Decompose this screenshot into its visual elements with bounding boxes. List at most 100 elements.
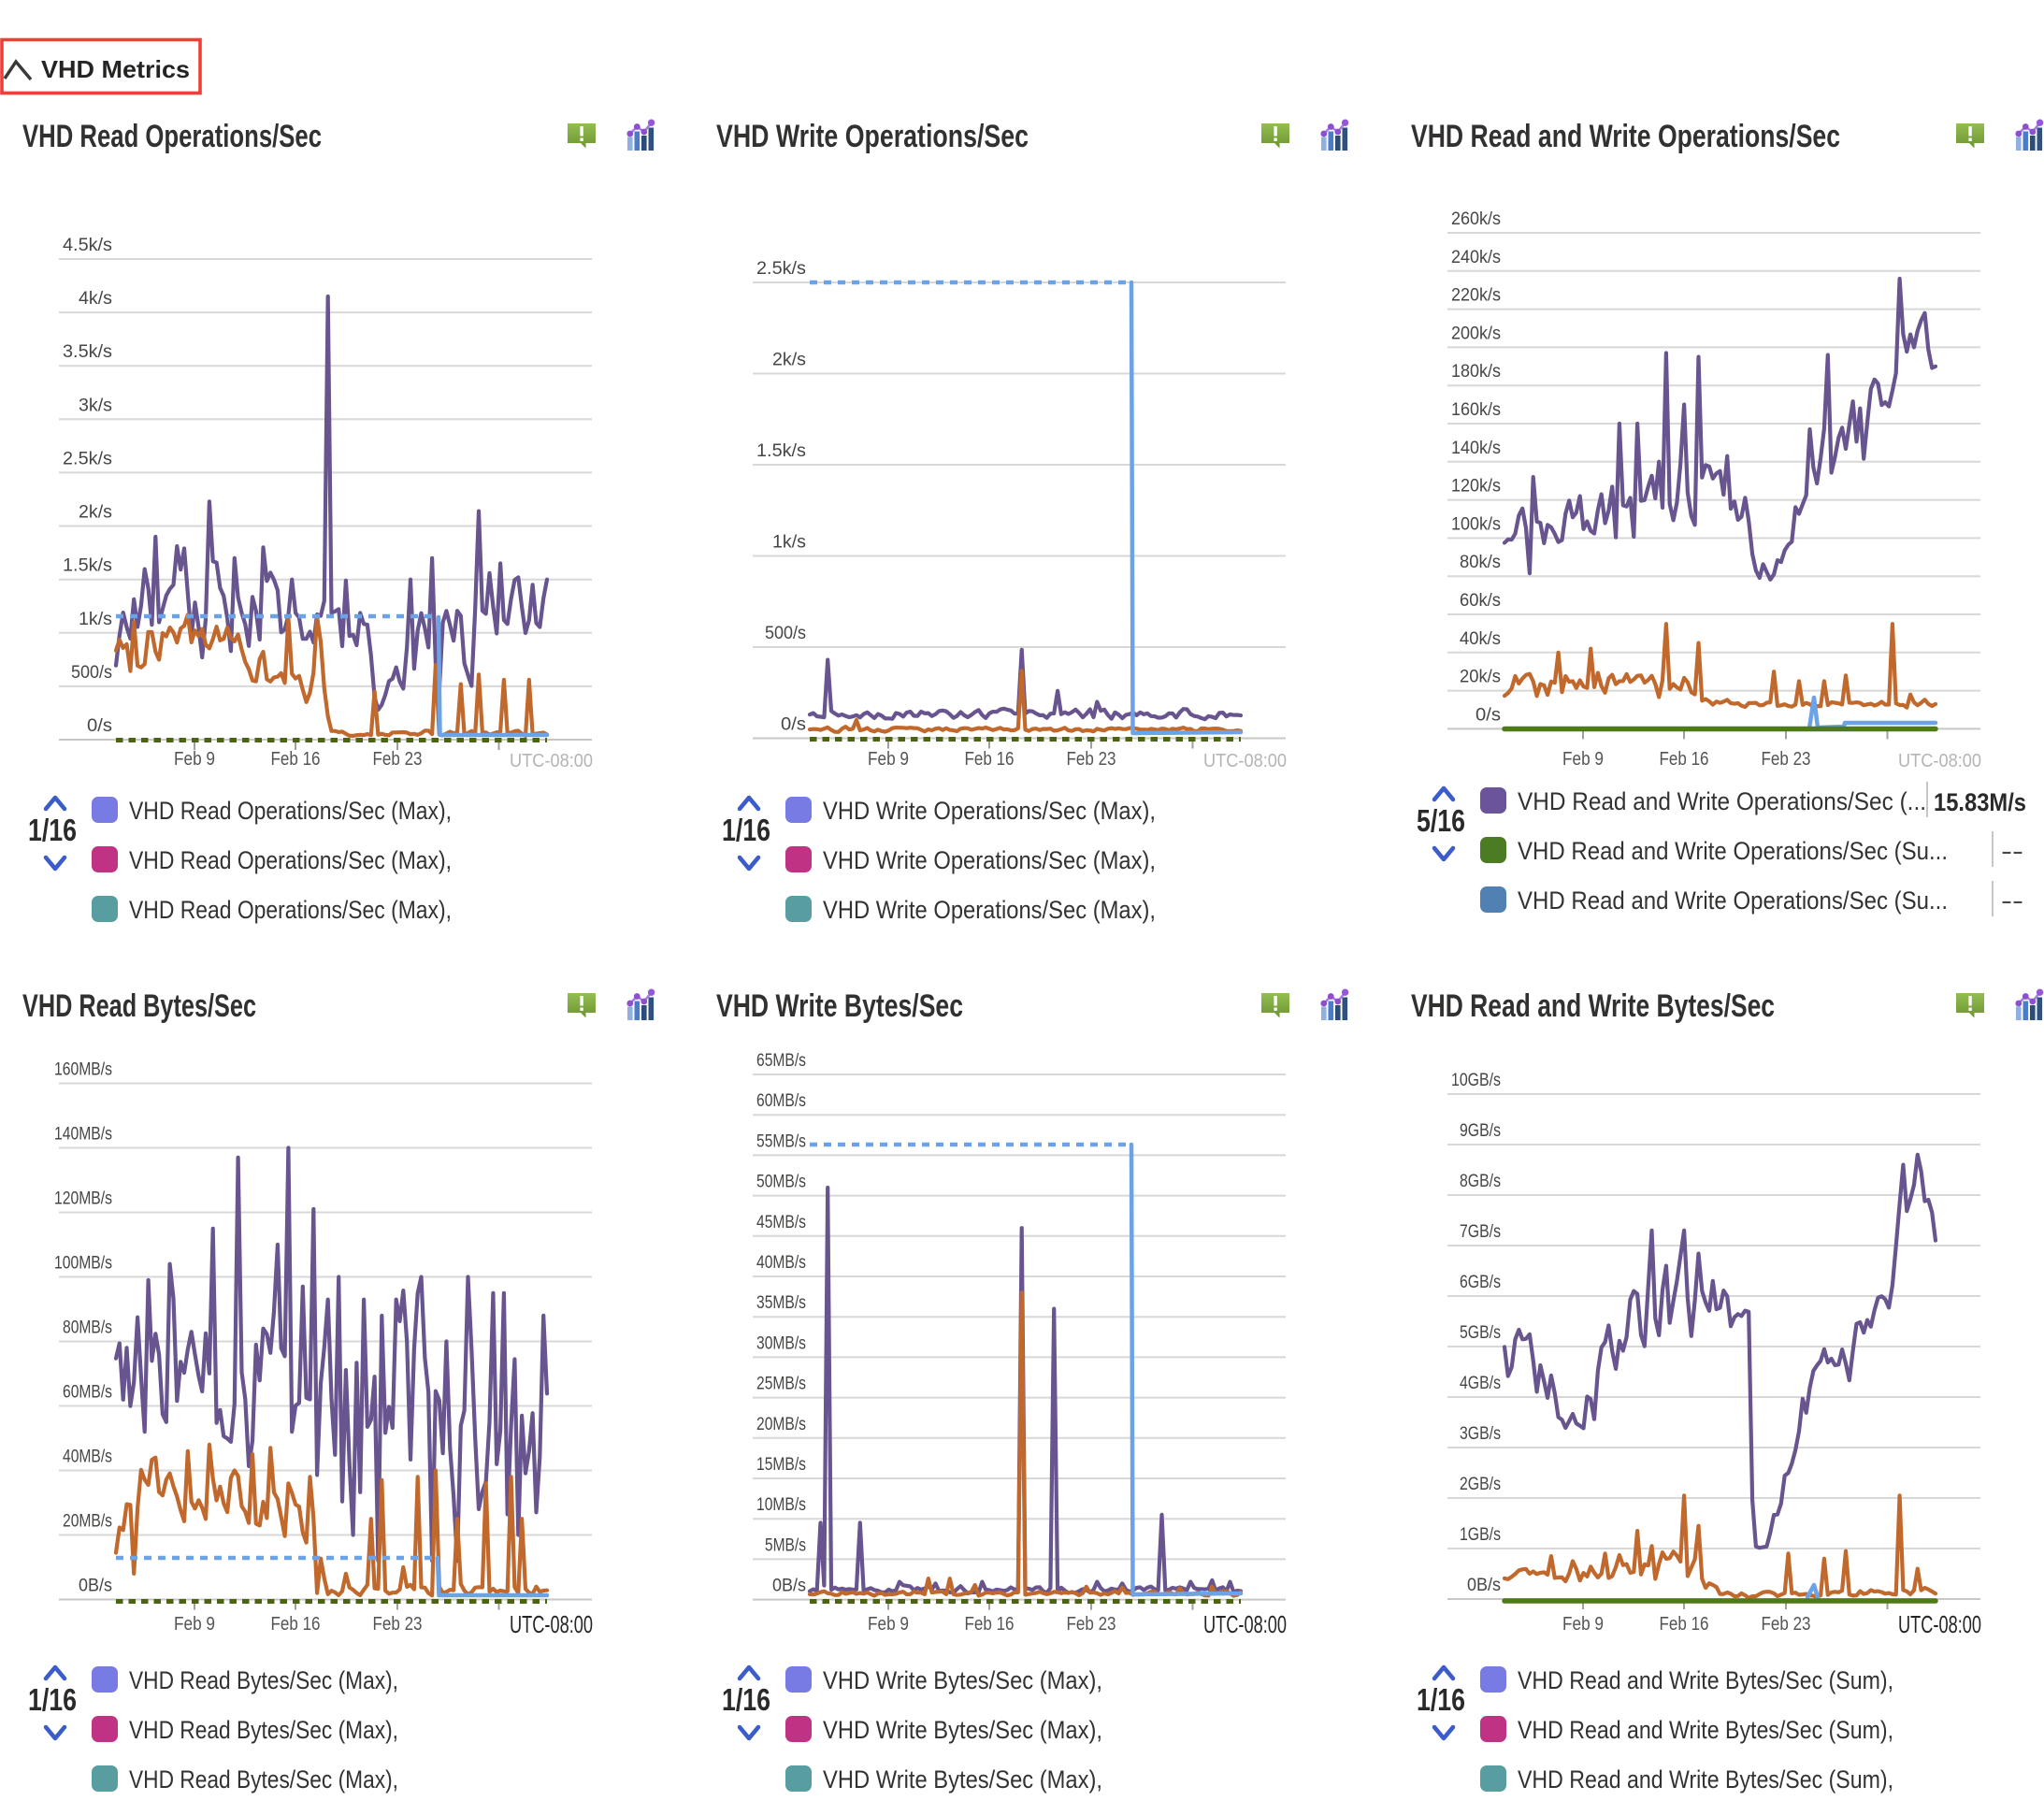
svg-text:7GB/s: 7GB/s	[1460, 1222, 1501, 1242]
svg-text:4k/s: 4k/s	[79, 289, 112, 309]
svg-text:1k/s: 1k/s	[772, 533, 806, 553]
svg-text:15.83M/s: 15.83M/s	[1934, 788, 2026, 816]
svg-text:60MB/s: 60MB/s	[63, 1383, 112, 1403]
svg-text:0B/s: 0B/s	[1467, 1576, 1501, 1595]
svg-text:Feb 9: Feb 9	[868, 749, 909, 770]
svg-text:5GB/s: 5GB/s	[1460, 1323, 1501, 1343]
svg-text:160k/s: 160k/s	[1451, 400, 1501, 420]
svg-text:500/s: 500/s	[765, 624, 806, 643]
svg-text:UTC-08:00: UTC-08:00	[510, 1610, 593, 1638]
svg-text:3.5k/s: 3.5k/s	[63, 342, 112, 362]
svg-text:1/16: 1/16	[722, 813, 770, 847]
svg-text:VHD Write Bytes/Sec: VHD Write Bytes/Sec	[716, 988, 963, 1024]
svg-text:1/16: 1/16	[28, 1682, 77, 1717]
svg-text:0/s: 0/s	[1475, 705, 1501, 725]
svg-text:Feb 16: Feb 16	[965, 1614, 1015, 1635]
svg-text:8GB/s: 8GB/s	[1460, 1172, 1501, 1191]
svg-text:Feb 9: Feb 9	[174, 749, 215, 770]
svg-text:20MB/s: 20MB/s	[756, 1415, 806, 1434]
svg-text:Feb 16: Feb 16	[271, 749, 321, 770]
svg-text:VHD Read and Write Bytes/Sec (: VHD Read and Write Bytes/Sec (Sum),	[1518, 1765, 1893, 1794]
svg-text:120k/s: 120k/s	[1451, 477, 1501, 497]
svg-text:Feb 16: Feb 16	[1660, 1614, 1709, 1635]
svg-text:60k/s: 60k/s	[1460, 591, 1501, 611]
svg-text:Feb 23: Feb 23	[1762, 1614, 1811, 1635]
svg-text:0B/s: 0B/s	[79, 1577, 112, 1596]
svg-text:VHD Read Operations/Sec (Max),: VHD Read Operations/Sec (Max),	[129, 896, 452, 924]
svg-text:500/s: 500/s	[71, 663, 112, 683]
svg-text:VHD Read Operations/Sec: VHD Read Operations/Sec	[22, 119, 322, 154]
svg-text:0/s: 0/s	[781, 715, 806, 735]
svg-text:3GB/s: 3GB/s	[1460, 1424, 1501, 1444]
svg-text:VHD Write Bytes/Sec (Max),: VHD Write Bytes/Sec (Max),	[823, 1716, 1102, 1744]
svg-text:UTC-08:00: UTC-08:00	[1203, 1610, 1287, 1638]
svg-text:40MB/s: 40MB/s	[63, 1448, 112, 1467]
svg-text:140k/s: 140k/s	[1451, 439, 1501, 458]
svg-text:VHD Read and Write Operations/: VHD Read and Write Operations/Sec (...	[1518, 787, 1926, 815]
svg-text:VHD Write Operations/Sec (Max): VHD Write Operations/Sec (Max),	[823, 797, 1156, 825]
svg-text:40MB/s: 40MB/s	[756, 1253, 806, 1273]
svg-text:Feb 9: Feb 9	[174, 1614, 215, 1635]
svg-text:120MB/s: 120MB/s	[54, 1189, 112, 1209]
svg-text:Feb 9: Feb 9	[1562, 1614, 1604, 1635]
svg-text:4.5k/s: 4.5k/s	[63, 236, 112, 255]
svg-text:2.5k/s: 2.5k/s	[756, 259, 806, 279]
svg-text:UTC-08:00: UTC-08:00	[510, 751, 593, 771]
svg-text:45MB/s: 45MB/s	[756, 1213, 806, 1232]
svg-text:100MB/s: 100MB/s	[54, 1254, 112, 1274]
svg-text:20k/s: 20k/s	[1460, 668, 1501, 687]
svg-text:VHD Write Bytes/Sec (Max),: VHD Write Bytes/Sec (Max),	[823, 1666, 1102, 1694]
svg-text:VHD Write Operations/Sec (Max): VHD Write Operations/Sec (Max),	[823, 846, 1156, 874]
svg-text:140MB/s: 140MB/s	[54, 1125, 112, 1145]
svg-text:VHD Read and Write Bytes/Sec (: VHD Read and Write Bytes/Sec (Sum),	[1518, 1666, 1893, 1694]
svg-text:65MB/s: 65MB/s	[756, 1051, 806, 1071]
svg-text:VHD Metrics: VHD Metrics	[41, 55, 190, 83]
svg-text:5/16: 5/16	[1417, 803, 1465, 838]
svg-text:5MB/s: 5MB/s	[765, 1535, 806, 1555]
svg-text:200k/s: 200k/s	[1451, 324, 1501, 343]
svg-text:6GB/s: 6GB/s	[1460, 1273, 1501, 1292]
svg-text:100k/s: 100k/s	[1451, 514, 1501, 534]
svg-text:VHD Read Bytes/Sec: VHD Read Bytes/Sec	[22, 988, 256, 1024]
svg-text:Feb 16: Feb 16	[271, 1614, 321, 1635]
svg-text:Feb 9: Feb 9	[1562, 749, 1604, 770]
svg-text:VHD Read and Write Operations/: VHD Read and Write Operations/Sec	[1411, 119, 1840, 154]
svg-text:VHD Write Operations/Sec (Max): VHD Write Operations/Sec (Max),	[823, 896, 1156, 924]
svg-text:Feb 16: Feb 16	[965, 749, 1015, 770]
svg-text:0B/s: 0B/s	[772, 1577, 806, 1596]
svg-text:VHD Write Bytes/Sec (Max),: VHD Write Bytes/Sec (Max),	[823, 1765, 1102, 1794]
svg-text:--: --	[2001, 837, 2023, 865]
svg-text:VHD Read and Write Bytes/Sec (: VHD Read and Write Bytes/Sec (Sum),	[1518, 1716, 1893, 1744]
svg-text:VHD Write Operations/Sec: VHD Write Operations/Sec	[716, 119, 1029, 154]
svg-text:VHD Read and Write Operations/: VHD Read and Write Operations/Sec (Su...	[1518, 837, 1948, 865]
svg-text:220k/s: 220k/s	[1451, 286, 1501, 306]
svg-text:10GB/s: 10GB/s	[1451, 1071, 1501, 1090]
svg-text:2k/s: 2k/s	[79, 503, 112, 523]
svg-text:2.5k/s: 2.5k/s	[63, 449, 112, 468]
svg-text:40k/s: 40k/s	[1460, 629, 1501, 649]
svg-text:1/16: 1/16	[28, 813, 77, 847]
svg-text:1.5k/s: 1.5k/s	[756, 441, 806, 461]
svg-text:Feb 23: Feb 23	[373, 749, 423, 770]
svg-text:10MB/s: 10MB/s	[756, 1495, 806, 1515]
svg-text:1GB/s: 1GB/s	[1460, 1525, 1501, 1545]
svg-text:25MB/s: 25MB/s	[756, 1375, 806, 1394]
svg-text:1k/s: 1k/s	[79, 610, 112, 629]
svg-text:VHD Read Bytes/Sec (Max),: VHD Read Bytes/Sec (Max),	[129, 1765, 398, 1794]
svg-text:20MB/s: 20MB/s	[63, 1512, 112, 1532]
svg-text:UTC-08:00: UTC-08:00	[1898, 751, 1981, 771]
svg-text:VHD Read and Write Operations/: VHD Read and Write Operations/Sec (Su...	[1518, 886, 1948, 915]
svg-text:UTC-08:00: UTC-08:00	[1898, 1610, 1981, 1638]
svg-text:1/16: 1/16	[722, 1682, 770, 1717]
svg-text:Feb 23: Feb 23	[1067, 749, 1116, 770]
svg-text:180k/s: 180k/s	[1451, 362, 1501, 382]
svg-text:Feb 16: Feb 16	[1660, 749, 1709, 770]
svg-text:VHD Read and Write Bytes/Sec: VHD Read and Write Bytes/Sec	[1411, 988, 1775, 1024]
svg-text:15MB/s: 15MB/s	[756, 1455, 806, 1475]
svg-text:0/s: 0/s	[87, 716, 112, 736]
svg-text:VHD Read Operations/Sec (Max),: VHD Read Operations/Sec (Max),	[129, 797, 452, 825]
svg-text:240k/s: 240k/s	[1451, 248, 1501, 267]
svg-text:Feb 23: Feb 23	[1762, 749, 1811, 770]
svg-text:VHD Read Bytes/Sec (Max),: VHD Read Bytes/Sec (Max),	[129, 1666, 398, 1694]
svg-text:2k/s: 2k/s	[772, 351, 806, 370]
